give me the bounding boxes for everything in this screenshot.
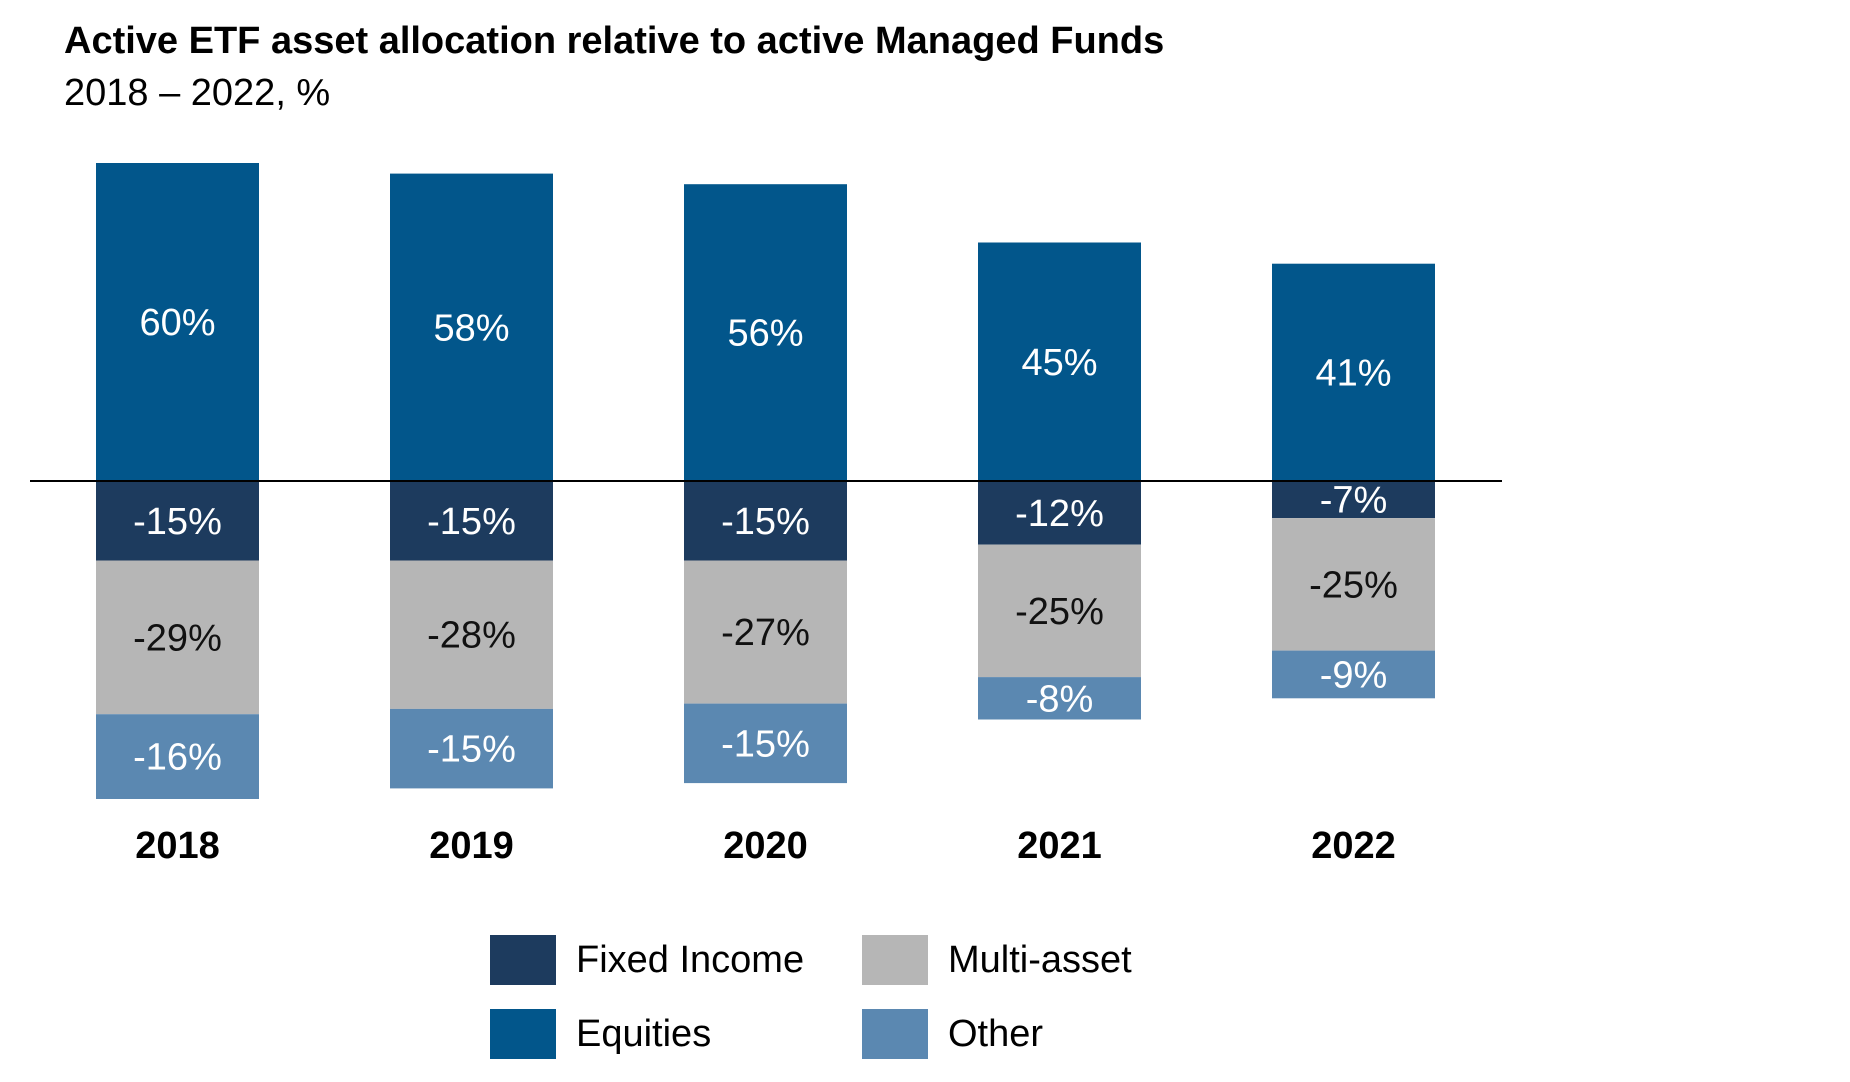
data-label-fixed-income-2018: -15% xyxy=(133,501,222,543)
data-label-multi-asset-2020: -27% xyxy=(721,612,810,654)
bar-equities-2018 xyxy=(96,163,259,481)
data-label-other-2019: -15% xyxy=(427,729,516,771)
bar-multi-asset-2019 xyxy=(390,560,553,709)
data-label-equities-2020: 56% xyxy=(727,313,803,355)
bar-multi-asset-2020 xyxy=(684,560,847,704)
bar-other-2021 xyxy=(978,677,1141,720)
data-label-other-2018: -16% xyxy=(133,737,222,779)
category-label-2018: 2018 xyxy=(135,825,220,867)
chart-title: Active ETF asset allocation relative to … xyxy=(64,20,1165,62)
legend-item-multi-asset: Multi-asset xyxy=(862,935,1132,985)
legend-item-fixed-income: Fixed Income xyxy=(490,935,804,985)
category-label-2021: 2021 xyxy=(1017,825,1102,867)
data-label-other-2021: -8% xyxy=(1026,678,1094,720)
data-label-fixed-income-2019: -15% xyxy=(427,501,516,543)
bar-other-2020 xyxy=(684,703,847,784)
chart-subtitle: 2018 – 2022, % xyxy=(64,72,331,114)
data-label-equities-2022: 41% xyxy=(1315,352,1391,394)
bar-multi-asset-2018 xyxy=(96,560,259,715)
legend-swatch-multi-asset xyxy=(862,935,928,985)
data-label-fixed-income-2021: -12% xyxy=(1015,493,1104,535)
legend-item-equities: Equities xyxy=(490,1009,711,1059)
legend-label-multi-asset: Multi-asset xyxy=(948,938,1132,981)
data-label-other-2020: -15% xyxy=(721,723,810,765)
bar-equities-2019 xyxy=(390,173,553,481)
legend-label-other: Other xyxy=(948,1012,1044,1055)
legend-swatch-other xyxy=(862,1009,928,1059)
stacked-bar-chart: 60% -15% -29% -16% 2018 58% -15% -28% -15% 2019 56… xyxy=(30,163,1502,867)
category-label-2020: 2020 xyxy=(723,825,808,867)
bar-fixed-income-2022 xyxy=(1272,481,1435,519)
bar-other-2018 xyxy=(96,714,259,799)
bar-fixed-income-2021 xyxy=(978,481,1141,545)
data-label-equities-2018: 60% xyxy=(139,302,215,344)
legend-swatch-equities xyxy=(490,1009,556,1059)
data-label-fixed-income-2020: -15% xyxy=(721,501,810,543)
category-label-2022: 2022 xyxy=(1311,825,1396,867)
data-label-multi-asset-2022: -25% xyxy=(1309,564,1398,606)
bar-multi-asset-2021 xyxy=(978,544,1141,678)
data-label-equities-2021: 45% xyxy=(1021,342,1097,384)
data-label-multi-asset-2018: -29% xyxy=(133,617,222,659)
legend-label-fixed-income: Fixed Income xyxy=(576,938,805,981)
bar-other-2022 xyxy=(1272,650,1435,699)
bar-equities-2020 xyxy=(684,184,847,481)
legend-label-equities: Equities xyxy=(576,1012,712,1055)
bar-fixed-income-2018 xyxy=(96,481,259,561)
data-label-fixed-income-2022: -7% xyxy=(1320,480,1388,522)
bar-fixed-income-2019 xyxy=(390,481,553,561)
bar-equities-2022 xyxy=(1272,263,1435,481)
legend-swatch-fixed-income xyxy=(490,935,556,985)
bar-multi-asset-2022 xyxy=(1272,518,1435,651)
chart-legend: Fixed Income Multi-asset Equities Other xyxy=(490,935,1210,1075)
legend-item-other: Other xyxy=(862,1009,1043,1059)
data-label-multi-asset-2021: -25% xyxy=(1015,591,1104,633)
bar-equities-2021 xyxy=(978,242,1141,481)
data-label-other-2022: -9% xyxy=(1320,654,1388,696)
bar-other-2019 xyxy=(390,708,553,789)
bar-fixed-income-2020 xyxy=(684,481,847,561)
category-label-2019: 2019 xyxy=(429,825,514,867)
data-label-multi-asset-2019: -28% xyxy=(427,615,516,657)
data-label-equities-2019: 58% xyxy=(433,307,509,349)
